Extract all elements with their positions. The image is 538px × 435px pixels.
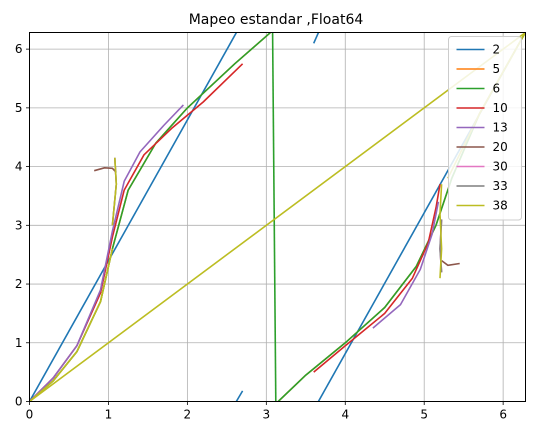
x-tick-label: 2	[184, 408, 192, 422]
series-line-38	[439, 184, 443, 279]
legend-label: 5	[493, 62, 501, 76]
y-tick-label: 3	[15, 218, 23, 232]
series-20	[93, 167, 460, 267]
y-tick-label: 6	[15, 42, 23, 56]
legend-label: 2	[493, 43, 501, 57]
y-tick-label: 1	[15, 336, 23, 350]
legend-label: 30	[493, 160, 508, 174]
legend-label: 38	[493, 199, 508, 213]
series-line-20	[441, 259, 460, 267]
series-13	[29, 104, 440, 402]
series-line-2	[312, 32, 320, 44]
series-line-13	[29, 104, 184, 402]
chart-title: Mapeo estandar ,Float64	[189, 12, 364, 28]
series-line-2	[235, 390, 244, 402]
series-line-38	[29, 32, 526, 402]
x-axis: 0 1 2 3 4 5 6	[26, 401, 507, 422]
x-tick-label: 4	[341, 408, 349, 422]
series-line-10	[313, 184, 441, 373]
legend-label: 10	[493, 101, 508, 115]
legend-label: 33	[493, 179, 508, 193]
x-tick-label: 1	[105, 408, 113, 422]
x-tick-label: 0	[26, 408, 34, 422]
series-line-13	[372, 201, 440, 329]
legend: 2 5 6 10 13 20 30 33 38	[448, 36, 522, 221]
series-line-38	[29, 248, 114, 402]
y-tick-label: 0	[15, 395, 23, 409]
series-line-20	[93, 167, 117, 174]
legend-label: 20	[493, 140, 508, 154]
legend-label: 13	[493, 121, 508, 135]
x-tick-label: 3	[263, 408, 271, 422]
series-line-38	[111, 157, 118, 226]
series-line-6	[271, 32, 277, 402]
legend-box	[448, 36, 522, 221]
x-tick-label: 6	[499, 408, 507, 422]
y-axis: 0 1 2 3 4 5 6	[15, 42, 30, 409]
y-tick-label: 5	[15, 101, 23, 115]
y-tick-label: 4	[15, 160, 23, 174]
axes-frame	[29, 32, 526, 402]
x-tick-label: 5	[420, 408, 428, 422]
y-tick-label: 2	[15, 277, 23, 291]
legend-label: 6	[493, 82, 501, 96]
